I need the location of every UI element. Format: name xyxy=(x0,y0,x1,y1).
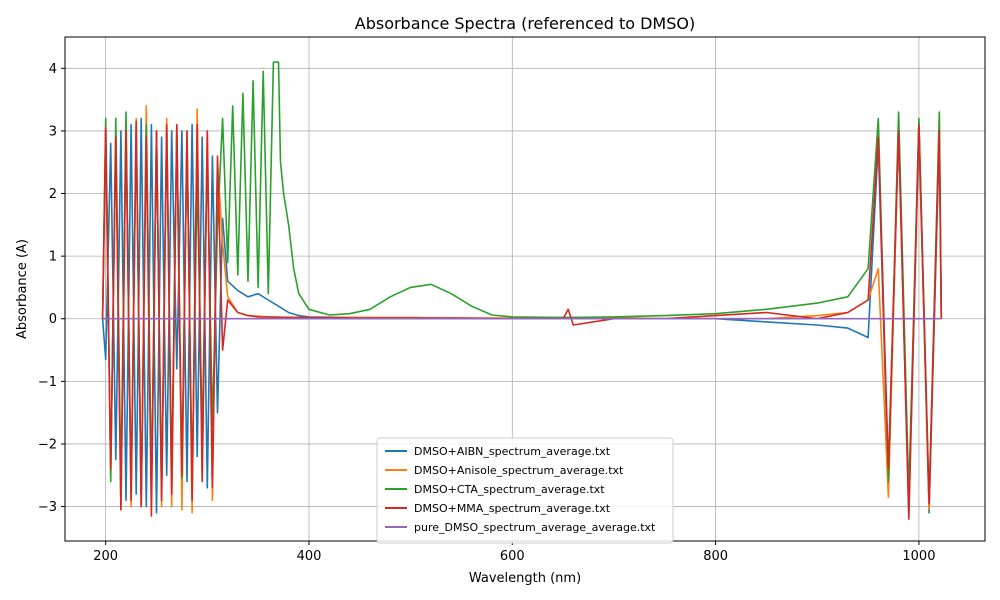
y-tick-label: −2 xyxy=(38,437,57,452)
legend-entry-label: DMSO+Anisole_spectrum_average.txt xyxy=(414,464,624,477)
legend: DMSO+AIBN_spectrum_average.txt DMSO+Aniso… xyxy=(376,437,674,544)
series-lines xyxy=(101,61,943,520)
x-tick-label: 800 xyxy=(703,549,728,564)
x-axis-ticks: 200 400 600 800 1000 xyxy=(93,541,935,564)
legend-entry-label: DMSO+CTA_spectrum_average.txt xyxy=(414,483,605,496)
y-tick-label: −3 xyxy=(38,500,57,515)
chart-title: Absorbance Spectra (referenced to DMSO) xyxy=(355,14,695,33)
legend-entry-label: pure_DMSO_spectrum_average_average.txt xyxy=(414,521,656,534)
legend-box xyxy=(376,437,674,544)
y-tick-label: 2 xyxy=(49,187,57,202)
y-axis-ticks: −3 −2 −1 0 1 2 3 4 xyxy=(38,62,65,515)
x-tick-label: 600 xyxy=(500,549,525,564)
x-tick-label: 200 xyxy=(93,549,118,564)
legend-entry-label: DMSO+MMA_spectrum_average.txt xyxy=(414,502,611,515)
y-tick-label: 3 xyxy=(49,124,57,139)
y-tick-label: 0 xyxy=(49,312,57,327)
y-tick-label: −1 xyxy=(38,375,57,390)
x-axis-label: Wavelength (nm) xyxy=(469,571,581,586)
legend-entry-label: DMSO+AIBN_spectrum_average.txt xyxy=(414,445,611,458)
x-tick-label: 1000 xyxy=(902,549,935,564)
series-line-4 xyxy=(101,120,943,520)
y-axis-label: Absorbance (A) xyxy=(15,239,30,339)
y-tick-label: 4 xyxy=(49,62,57,77)
x-tick-label: 400 xyxy=(297,549,322,564)
y-tick-label: 1 xyxy=(49,250,57,265)
series-line-1 xyxy=(101,117,943,514)
